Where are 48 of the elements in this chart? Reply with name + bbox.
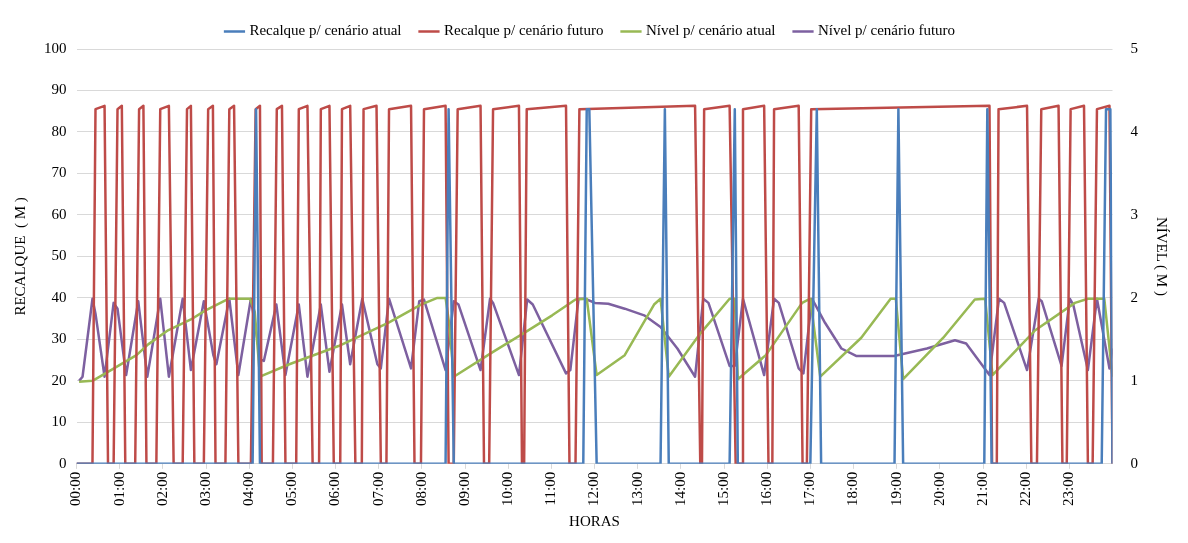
y-tick-label: 60 [51,205,67,222]
x-tick-label: 15:00 [714,471,731,506]
y-tick-label: 0 [59,454,67,471]
y2-tick-label: 5 [1130,39,1138,56]
y2-axis-title: NÍVEL ( M ) [1153,216,1171,296]
x-tick-label: 04:00 [240,471,257,506]
legend-label: Nível p/ cenário atual [645,22,776,39]
x-tick-label: 23:00 [1060,471,1077,506]
y2-tick-label: 1 [1130,371,1138,388]
x-tick-label: 13:00 [628,471,645,506]
legend-label: Nível p/ cenário futuro [818,22,956,39]
x-tick-label: 06:00 [326,471,343,506]
y2-tick-label: 2 [1130,288,1138,305]
y2-tick-label: 3 [1130,205,1138,222]
x-tick-label: 21:00 [973,471,990,506]
y-tick-label: 70 [51,164,67,181]
x-tick-label: 10:00 [499,471,516,506]
x-tick-label: 08:00 [412,471,429,506]
x-tick-label: 19:00 [887,471,904,506]
y-tick-label: 80 [51,122,67,139]
x-tick-label: 09:00 [455,471,472,506]
legend-label: Recalque p/ cenário futuro [443,22,604,39]
x-tick-label: 18:00 [844,471,861,506]
y-tick-label: 30 [51,330,67,347]
x-tick-label: 00:00 [67,471,84,506]
x-tick-label: 02:00 [153,471,170,506]
x-tick-label: 07:00 [369,471,386,506]
y-tick-label: 10 [51,413,67,430]
x-tick-label: 14:00 [671,471,688,506]
x-tick-label: 05:00 [283,471,300,506]
x-tick-label: 03:00 [196,471,213,506]
y-tick-label: 40 [51,288,67,305]
x-tick-label: 20:00 [930,471,947,506]
y2-tick-label: 4 [1130,122,1139,139]
x-tick-label: 01:00 [110,471,127,506]
legend-label: Recalque p/ cenário atual [249,22,402,39]
x-tick-label: 11:00 [542,471,559,506]
x-tick-label: 12:00 [585,471,602,506]
y-axis-title: RECALQUE ( M ) [11,197,29,316]
x-tick-label: 17:00 [801,471,818,506]
y-tick-label: 50 [51,247,67,264]
x-tick-label: 22:00 [1017,471,1034,506]
x-tick-label: 16:00 [758,471,775,506]
y-tick-label: 100 [44,39,67,56]
y-tick-label: 20 [51,371,67,388]
y-tick-label: 90 [51,81,67,98]
y2-tick-label: 0 [1130,454,1138,471]
x-axis-title: HORAS [569,512,620,529]
